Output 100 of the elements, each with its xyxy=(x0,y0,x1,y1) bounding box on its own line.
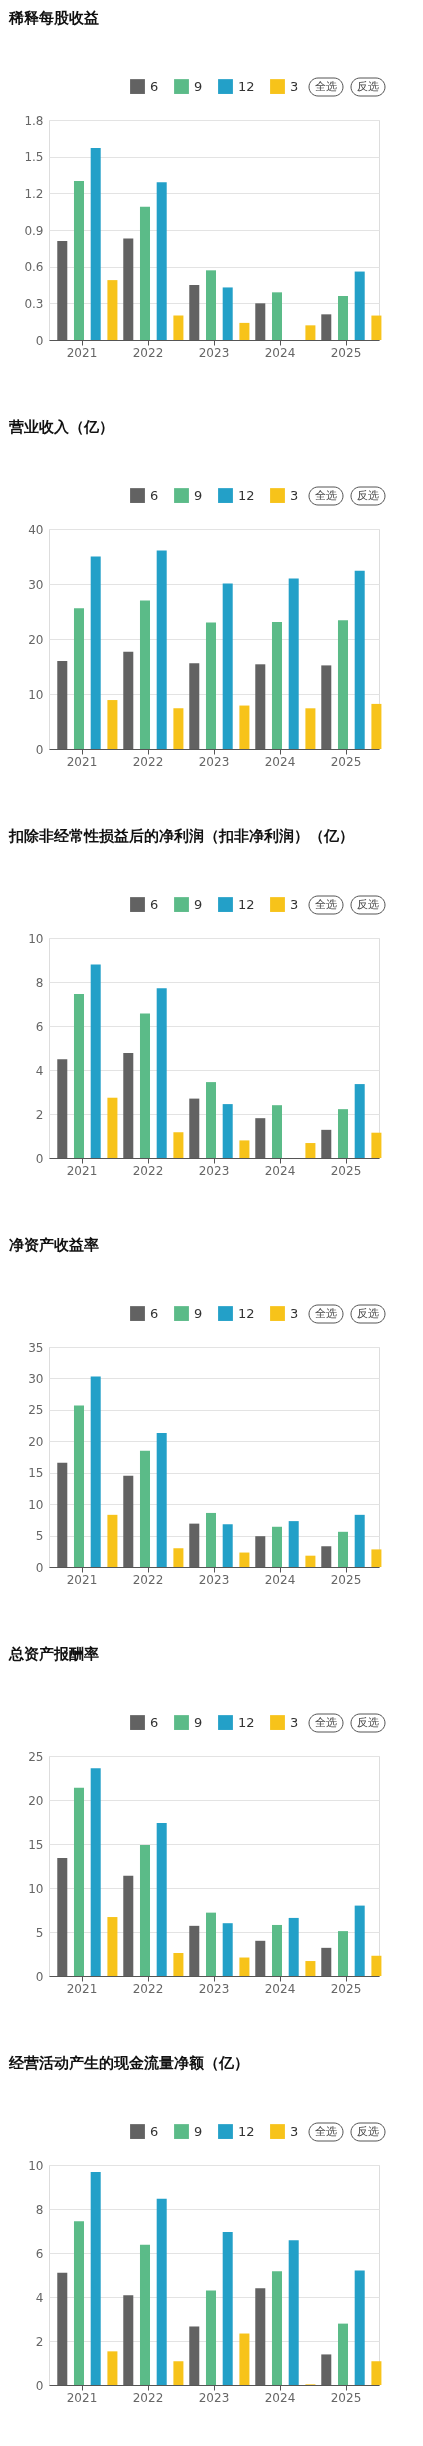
bar xyxy=(189,1523,200,1567)
bar xyxy=(107,2351,118,2385)
bar xyxy=(205,270,217,340)
text: 反选 xyxy=(357,1307,379,1320)
bar xyxy=(90,964,101,1158)
bar xyxy=(371,703,382,749)
bar xyxy=(271,1105,283,1158)
legend-label: 6 xyxy=(150,896,159,912)
x-tick-label: 2025 xyxy=(330,2390,362,2405)
bar xyxy=(57,241,68,340)
bar xyxy=(255,1118,266,1158)
y-tick-label: 0 xyxy=(35,333,44,348)
chart-title: 扣除非经常性损益后的净利润（扣非净利润）（亿） xyxy=(8,826,354,845)
x-tick-label: 2023 xyxy=(198,345,230,360)
bar xyxy=(288,1521,299,1567)
x-tick-label: 2021 xyxy=(66,1163,98,1178)
bar xyxy=(371,1549,382,1567)
x-tick-label: 2022 xyxy=(132,754,164,769)
y-tick-label: 5 xyxy=(35,1925,44,1940)
x-tick-label: 2022 xyxy=(132,1163,164,1178)
bar xyxy=(189,1925,200,1976)
y-tick-label: 0.3 xyxy=(24,296,44,311)
bar xyxy=(205,1912,217,1976)
bar xyxy=(156,1433,167,1567)
y-tick-label: 25 xyxy=(28,1403,44,1418)
bar xyxy=(337,1531,349,1567)
y-tick-label: 5 xyxy=(35,1529,44,1544)
legend-label: 12 xyxy=(238,487,255,503)
legend-label: 12 xyxy=(238,78,255,94)
bar xyxy=(73,1787,85,1976)
bar xyxy=(271,1526,283,1567)
bar xyxy=(239,322,250,340)
bar xyxy=(305,708,316,749)
x-tick-label: 2024 xyxy=(264,1163,296,1178)
y-tick-label: 15 xyxy=(28,1837,44,1852)
bar xyxy=(255,2288,266,2385)
bar xyxy=(222,2232,233,2385)
bar xyxy=(337,296,349,340)
bar xyxy=(57,2272,68,2385)
y-tick-label: 6 xyxy=(35,1019,44,1034)
y-tick-label: 1.8 xyxy=(24,113,44,128)
legend-label: 3 xyxy=(290,1714,299,1730)
text: 反选 xyxy=(357,1716,379,1729)
chart-title: 营业收入（亿） xyxy=(8,417,114,436)
y-tick-label: 8 xyxy=(35,2202,44,2217)
x-tick-label: 2025 xyxy=(330,1981,362,1996)
text: 反选 xyxy=(357,2125,379,2138)
x-tick-label: 2022 xyxy=(132,1572,164,1587)
bar xyxy=(255,303,266,340)
y-tick-label: 20 xyxy=(28,1793,44,1808)
chart-title: 总资产报酬率 xyxy=(8,1644,99,1663)
x-tick-label: 2024 xyxy=(264,345,296,360)
y-tick-label: 0.9 xyxy=(24,223,44,238)
bar xyxy=(107,280,118,340)
bar xyxy=(189,2326,200,2385)
y-tick-label: 10 xyxy=(28,2158,44,2173)
text: 反选 xyxy=(357,80,379,93)
bar xyxy=(321,2354,332,2385)
bar xyxy=(156,550,167,749)
bar xyxy=(139,2244,151,2385)
bar xyxy=(354,271,365,340)
bar xyxy=(337,2323,349,2385)
bar xyxy=(239,1552,250,1567)
y-tick-label: 10 xyxy=(28,1497,44,1512)
bar xyxy=(354,1514,365,1567)
legend-label: 9 xyxy=(194,2123,203,2139)
bar xyxy=(57,1059,68,1158)
bar xyxy=(73,2221,85,2385)
y-tick-label: 0 xyxy=(35,1151,44,1166)
bar xyxy=(271,2271,283,2385)
x-tick-label: 2022 xyxy=(132,1981,164,1996)
y-tick-label: 15 xyxy=(28,1466,44,1481)
y-tick-label: 0 xyxy=(35,2378,44,2393)
y-tick-label: 4 xyxy=(35,2290,44,2305)
bar xyxy=(139,1844,151,1976)
x-tick-label: 2021 xyxy=(66,1981,98,1996)
y-tick-label: 1.5 xyxy=(24,150,44,165)
bar xyxy=(321,665,332,749)
x-tick-label: 2025 xyxy=(330,754,362,769)
bar xyxy=(139,206,151,340)
x-tick-label: 2024 xyxy=(264,1981,296,1996)
bar xyxy=(321,1129,332,1158)
y-tick-label: 2 xyxy=(35,1107,44,1122)
bar xyxy=(255,1940,266,1976)
legend-label: 9 xyxy=(194,487,203,503)
y-tick-label: 10 xyxy=(28,687,44,702)
bar xyxy=(90,2172,101,2385)
y-tick-label: 20 xyxy=(28,632,44,647)
bar xyxy=(288,578,299,749)
bar xyxy=(107,700,118,749)
bar xyxy=(173,315,184,340)
bar xyxy=(139,600,151,749)
x-tick-label: 2023 xyxy=(198,1163,230,1178)
text: 全选 xyxy=(315,898,337,911)
legend-label: 9 xyxy=(194,1305,203,1321)
chart-title: 稀释每股收益 xyxy=(8,8,99,27)
bar xyxy=(337,1931,349,1976)
y-tick-label: 10 xyxy=(28,1881,44,1896)
bar xyxy=(189,1098,200,1158)
legend-label: 6 xyxy=(150,78,159,94)
